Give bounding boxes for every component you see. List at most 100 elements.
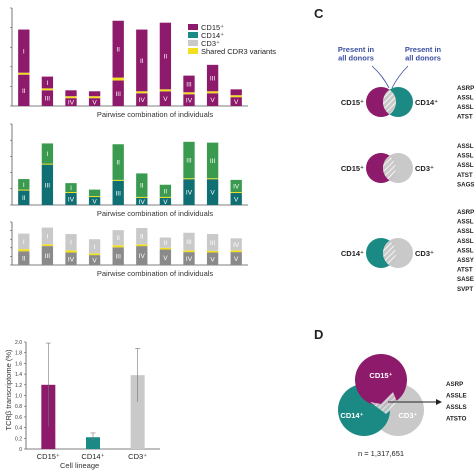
cd15-bar-shared: [183, 92, 195, 95]
cd15-bar-bottom: [230, 97, 242, 106]
cd3-bar-shared: [183, 250, 195, 253]
cd15-bar-bottom-label: III: [45, 96, 51, 103]
cd14-bar-top-label: I: [70, 185, 72, 192]
cd14-bar-bottom-label: V: [163, 199, 168, 206]
legend-label-cd14: CD14⁺: [201, 31, 224, 40]
summary-bar: [86, 437, 100, 449]
triple-venn-seq: ASSLS: [446, 404, 467, 411]
cd15-bar-bottom-label: V: [234, 99, 239, 106]
venn3-seq: SASE: [457, 276, 474, 283]
cd3-bar-top-label: I: [23, 239, 25, 246]
summary-y-axis-label: TCRβ transcriptome (%): [4, 349, 13, 430]
cd3-bar-top: [18, 233, 30, 250]
cd14-bar-bottom: [159, 197, 172, 205]
venn2-label-left: CD15⁺: [341, 164, 364, 173]
cd3-bar-shared: [136, 244, 148, 247]
cd14-bar-top: [65, 183, 77, 193]
venn-cd14-cd3: CD14⁺ CD3⁺: [341, 238, 434, 268]
cd3-bar-bottom: [183, 252, 195, 265]
cd14-bar-top: [159, 184, 172, 197]
annotation-right-line1: Present in: [405, 45, 442, 54]
cd3-bar-bottom: [230, 252, 242, 265]
cd14-bar-shared: [65, 192, 77, 194]
cd14-bar-top: [18, 179, 30, 190]
cd14-bar-top-label: I: [23, 182, 25, 189]
cd3-bar-top: [159, 237, 172, 248]
panel-d: D CD15⁺ CD14⁺ CD3⁺ ASRP ASSLE ASSLS ATSTO n…: [314, 327, 467, 458]
cd14-bar-top: [183, 141, 195, 179]
legend: CD15⁺ CD14⁺ CD3⁺ Shared CDR3 variants: [188, 23, 276, 56]
cd14-bar-bottom-label: II: [22, 195, 26, 202]
cd15-bar-shared: [41, 88, 54, 91]
venn3-sequence-list: ASRP ASSL ASSL ASSL ASSL ASSY ATST SASE SVPT: [457, 209, 474, 293]
cd14-bar-bottom-label: V: [92, 198, 97, 205]
venn3-seq: SVPT: [457, 286, 473, 293]
panel-c: C Present in all donors Present in all don…: [314, 6, 474, 293]
annotation-left-line1: Present in: [338, 45, 375, 54]
cd15-bar-bottom: [41, 90, 54, 106]
cd3-bar-top-label: II: [116, 235, 120, 242]
venn1-sequence-list: ASRP ASSL ASSL ATST: [457, 85, 474, 121]
cd3-bar-top-label: I: [70, 240, 72, 247]
cd14-bar-shared: [136, 196, 148, 198]
triple-venn-n-label: n = 1,317,651: [358, 449, 404, 458]
cd3-bar-top: [206, 234, 219, 251]
annotation-right-line2: all donors: [405, 54, 441, 63]
triple-venn-pointer-head: [436, 399, 442, 405]
summary-y-tick-label: 1.8: [15, 351, 22, 357]
summary-x-tick-label: CD14⁺: [81, 452, 104, 461]
summary-y-tick-label: 0.2: [15, 436, 22, 442]
triple-venn-label-cd14: CD14⁺: [340, 411, 363, 420]
cd14-bar-bottom-label: IV: [139, 199, 146, 206]
summary-y-tick-label: 0.8: [15, 404, 22, 410]
cd15-bar-bottom-label: IV: [68, 100, 75, 107]
cd3-bar-bottom-label: V: [210, 256, 215, 263]
cd3-bar-bottom-label: II: [22, 256, 26, 263]
cd15-bar-bottom-label: V: [210, 97, 215, 104]
cd15-bar-bottom: [18, 74, 30, 106]
cd15-bar-top: [206, 64, 219, 92]
cd15-bar-top-label: I: [46, 80, 48, 87]
legend-label-cd15: CD15⁺: [201, 23, 224, 32]
venn1-seq: ASRP: [457, 85, 474, 92]
cd15-bar-bottom-label: III: [115, 91, 121, 98]
venn1-seq: ASSL: [457, 104, 474, 111]
venn1-label-left: CD15⁺: [341, 98, 364, 107]
x-axis-label-cd14: Pairwise combination of individuals: [97, 209, 214, 218]
legend-label-cd3: CD3⁺: [201, 39, 220, 48]
cd3-bar-bottom-label: III: [45, 253, 51, 260]
summary-y-tick-label: 1.4: [15, 372, 22, 378]
cd3-bar-top: [136, 228, 148, 245]
cd15-bar-top: [230, 89, 242, 96]
venn3-label-right: CD3⁺: [415, 249, 434, 258]
cd3-bar-bottom-label: IV: [68, 256, 75, 263]
cd14-bar-bottom: [41, 164, 54, 205]
cd14-bar-bottom: [112, 180, 124, 205]
cd14-bar-bottom-label: IV: [186, 190, 193, 197]
cd14-bar-bottom-label: III: [115, 190, 121, 197]
cd15-bar-shared: [65, 96, 77, 99]
cd14-bar-top-label: III: [186, 158, 192, 165]
cd3-bar-bottom: [206, 252, 219, 265]
annotation-arrow-right: [391, 65, 409, 89]
cd3-bar-shared: [230, 250, 242, 253]
cd15-bar-top-label: III: [210, 76, 216, 83]
cd15-bar-bottom-label: V: [163, 96, 168, 103]
cd15-bar-top-label: III: [186, 81, 192, 88]
cd3-bar-bottom: [136, 246, 148, 265]
cd14-bar-top-label: II: [116, 160, 120, 167]
annotation-left-line2: all donors: [338, 54, 374, 63]
legend-swatch-shared: [188, 48, 198, 54]
cd3-bar-bottom-label: V: [234, 256, 239, 263]
venn3-seq: ASSL: [457, 238, 474, 245]
cd15-bar-bottom: [112, 80, 124, 106]
cd14-bar-top: [230, 179, 242, 193]
cd14-bar-shared: [41, 163, 54, 165]
cd14-bar-shared: [183, 178, 195, 180]
cd3-bar-top-label: II: [140, 234, 144, 241]
cd15-bar-top-label: I: [23, 49, 25, 56]
cd15-bar-top: [136, 29, 148, 92]
